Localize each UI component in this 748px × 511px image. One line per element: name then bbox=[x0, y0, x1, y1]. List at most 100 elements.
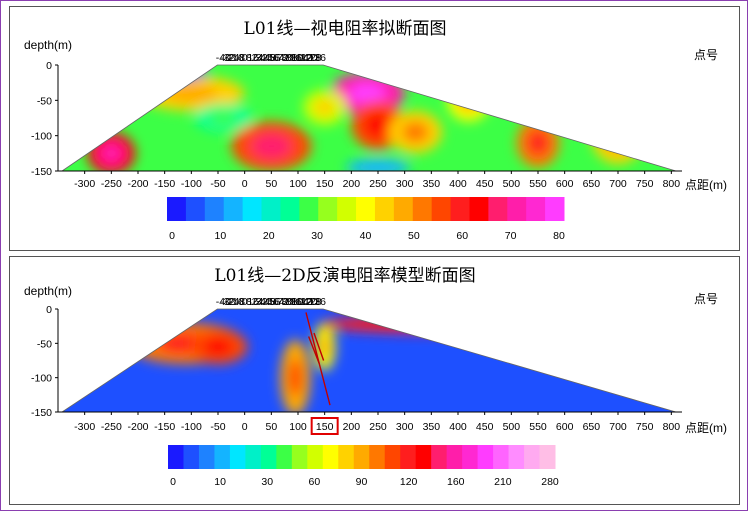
point-tick-label: 120 bbox=[300, 296, 318, 308]
point-tick-label: 96 bbox=[290, 296, 302, 308]
colorbar-swatch bbox=[299, 197, 319, 221]
colorbar-tick-label: 160 bbox=[447, 476, 465, 488]
colorbar-swatch bbox=[183, 445, 200, 469]
anomaly-core-7 bbox=[504, 324, 518, 336]
point-tick-label: 16 bbox=[247, 296, 259, 308]
x-tick-label: 700 bbox=[609, 421, 627, 433]
colorbar-swatch bbox=[369, 445, 386, 469]
y-tick-label: 0 bbox=[46, 304, 52, 316]
anomaly-4 bbox=[319, 314, 618, 334]
x-tick-label: 600 bbox=[556, 178, 574, 190]
point-tick-label: -16 bbox=[229, 296, 244, 308]
colorbar-swatch bbox=[291, 445, 308, 469]
point-tick-label: 80 bbox=[281, 296, 293, 308]
colorbar-swatch bbox=[393, 197, 414, 221]
colorbar-swatch bbox=[415, 445, 432, 469]
point-tick-label: 48 bbox=[264, 52, 276, 64]
point-tick-label: 72 bbox=[277, 52, 289, 64]
point-tick-label: -40 bbox=[216, 52, 231, 64]
x-axis-label: 点距(m) bbox=[685, 421, 727, 435]
x-tick-label: 500 bbox=[503, 421, 521, 433]
anomaly-core-9 bbox=[164, 84, 218, 103]
anomaly-11 bbox=[122, 65, 208, 81]
x-tick-label: 450 bbox=[476, 178, 494, 190]
y-axis-label: depth(m) bbox=[24, 284, 72, 298]
colorbar-tick-label: 210 bbox=[494, 476, 512, 488]
colorbar-swatch bbox=[431, 197, 452, 221]
x-tick-label: 750 bbox=[636, 178, 654, 190]
x-tick-label: -50 bbox=[210, 178, 225, 190]
colorbar-swatch bbox=[229, 445, 246, 469]
y-tick-label: -100 bbox=[31, 131, 52, 143]
point-tick-label: 112 bbox=[296, 52, 313, 64]
point-tick-label: 104 bbox=[291, 296, 309, 308]
x-tick-label: 550 bbox=[529, 178, 547, 190]
colorbar-swatch bbox=[374, 197, 395, 221]
point-tick-label: 128 bbox=[304, 296, 322, 308]
point-tick-label: -32 bbox=[220, 52, 235, 64]
colorbar-swatch bbox=[446, 445, 463, 469]
colorbar-swatch bbox=[493, 445, 510, 469]
colorbar-tick-label: 0 bbox=[170, 476, 176, 488]
point-tick-label: 72 bbox=[277, 296, 289, 308]
colorbar-tick-label: 10 bbox=[214, 476, 226, 488]
colorbar-tick-label: 10 bbox=[215, 230, 227, 242]
anomaly-core-0 bbox=[348, 82, 387, 104]
colorbar-swatch bbox=[198, 445, 215, 469]
y-tick-label: -150 bbox=[31, 166, 52, 178]
highlight-box bbox=[310, 417, 339, 435]
anomaly-core-5 bbox=[527, 130, 549, 156]
top-axis-label: 点号 bbox=[694, 48, 718, 62]
x-tick-label: 0 bbox=[242, 178, 248, 190]
x-tick-label: 700 bbox=[609, 178, 627, 190]
colorbar-swatch bbox=[322, 445, 339, 469]
point-tick-label: 64 bbox=[273, 52, 285, 64]
point-tick-label: 48 bbox=[264, 296, 276, 308]
x-tick-label: 650 bbox=[583, 421, 601, 433]
colorbar-tick-label: 40 bbox=[360, 230, 372, 242]
colorbar-swatch bbox=[526, 197, 546, 221]
x-tick-label: 800 bbox=[663, 178, 681, 190]
anomaly-core-5 bbox=[582, 324, 601, 342]
colorbar-swatch bbox=[223, 197, 244, 221]
colorbar-swatch bbox=[214, 445, 231, 469]
x-tick-label: -150 bbox=[154, 421, 175, 433]
colorbar-swatch bbox=[488, 197, 508, 221]
colorbar-tick-label: 70 bbox=[505, 230, 517, 242]
x-tick-label: 250 bbox=[369, 421, 387, 433]
point-tick-label: 128 bbox=[304, 52, 322, 64]
anomaly-core-13 bbox=[579, 70, 604, 88]
x-tick-label: -100 bbox=[181, 178, 202, 190]
anomaly-core-10 bbox=[314, 98, 336, 117]
x-tick-label: 500 bbox=[503, 178, 521, 190]
x-tick-label: 450 bbox=[476, 421, 494, 433]
x-tick-label: 0 bbox=[242, 421, 248, 433]
anomaly-core-2 bbox=[251, 133, 292, 159]
colorbar-tick-label: 60 bbox=[456, 230, 468, 242]
colorbar-swatch bbox=[338, 445, 355, 469]
x-tick-label: 50 bbox=[265, 178, 277, 190]
colorbar-swatch bbox=[545, 197, 565, 221]
colorbar-swatch bbox=[280, 197, 300, 221]
colorbar-swatch bbox=[245, 445, 262, 469]
point-tick-label: 40 bbox=[260, 296, 272, 308]
x-tick-label: 300 bbox=[396, 421, 414, 433]
colorbar-swatch bbox=[412, 197, 433, 221]
colorbar-tick-label: 30 bbox=[311, 230, 323, 242]
colorbar-swatch bbox=[318, 197, 338, 221]
colorbar-tick-label: 90 bbox=[356, 476, 368, 488]
x-tick-label: 350 bbox=[423, 421, 441, 433]
anomaly-core-6 bbox=[594, 345, 610, 363]
colorbar-tick-label: 50 bbox=[408, 230, 420, 242]
x-tick-label: 800 bbox=[663, 421, 681, 433]
anomaly-13 bbox=[567, 65, 616, 97]
y-tick-label: -150 bbox=[31, 407, 52, 419]
x-tick-label: -100 bbox=[181, 421, 202, 433]
colorbar-tick-label: 0 bbox=[169, 230, 175, 242]
anomaly-core-2 bbox=[287, 358, 303, 397]
anomaly-core-3 bbox=[99, 142, 124, 164]
section-fill bbox=[62, 309, 676, 412]
fault-line bbox=[308, 336, 320, 365]
x-tick-label: 200 bbox=[343, 178, 361, 190]
